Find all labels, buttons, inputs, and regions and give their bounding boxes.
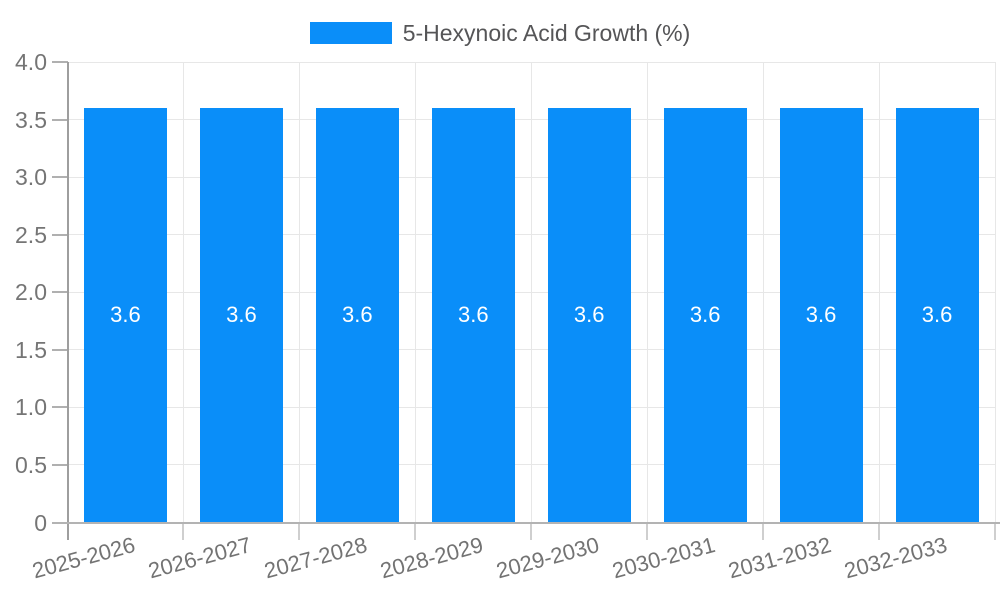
bar[interactable]: 3.6: [663, 108, 747, 523]
bar-value-label: 3.6: [226, 302, 257, 328]
y-tick-mark: [52, 463, 68, 466]
x-tick-mark: [878, 522, 881, 540]
bar[interactable]: 3.6: [315, 108, 399, 523]
x-tick-label: 2029-2030: [493, 531, 602, 583]
y-tick-label: 4.0: [15, 49, 47, 75]
legend-label[interactable]: 5-Hexynoic Acid Growth (%): [402, 20, 691, 46]
y-tick-mark: [52, 118, 68, 121]
bar[interactable]: 3.6: [895, 108, 979, 523]
gridline-vertical: [646, 62, 648, 523]
x-tick-mark: [298, 522, 301, 540]
gridline-vertical: [414, 62, 416, 523]
bar[interactable]: 3.6: [779, 108, 863, 523]
x-tick-label: 2025-2026: [29, 531, 138, 583]
x-tick-mark: [646, 522, 649, 540]
gridline-vertical: [878, 62, 880, 523]
x-tick-mark: [530, 522, 533, 540]
bar[interactable]: 3.6: [83, 108, 167, 523]
x-tick-mark: [182, 522, 185, 540]
x-tick-mark: [414, 522, 417, 540]
bar-value-label: 3.6: [342, 302, 373, 328]
x-tick-label: 2032-2033: [841, 531, 950, 583]
y-tick-mark: [52, 406, 68, 409]
y-tick-label: 1.0: [15, 394, 47, 421]
x-axis-line: [52, 521, 1000, 524]
legend-swatch[interactable]: [309, 22, 392, 44]
bar-value-label: 3.6: [573, 302, 605, 328]
gridline-vertical: [762, 62, 764, 523]
bar-value-label: 3.6: [805, 302, 837, 328]
gridline-vertical: [298, 62, 300, 523]
x-tick-label: 2031-2032: [725, 531, 834, 583]
y-tick-mark: [52, 61, 68, 63]
y-tick-mark: [52, 233, 68, 236]
bar-value-label: 3.6: [110, 302, 141, 328]
gridline-vertical: [530, 62, 532, 523]
y-tick-label: 0: [34, 509, 47, 536]
y-tick-label: 3.0: [15, 164, 47, 191]
x-tick-label: 2027-2028: [261, 531, 370, 583]
bar-value-label: 3.6: [689, 302, 721, 328]
bar-value-label: 3.6: [457, 302, 489, 328]
bar[interactable]: 3.6: [199, 108, 283, 523]
y-tick-label: 3.5: [15, 106, 47, 133]
gridline-vertical: [182, 62, 184, 523]
y-axis-line: [66, 62, 69, 540]
bar[interactable]: 3.6: [431, 108, 515, 523]
bar-value-label: 3.6: [921, 302, 953, 328]
y-tick-label: 2.5: [15, 221, 47, 248]
y-tick-mark: [52, 176, 68, 179]
y-tick-mark: [52, 291, 68, 294]
y-tick-label: 2.0: [15, 279, 47, 306]
bar[interactable]: 3.6: [547, 108, 631, 523]
y-tick-label: 1.5: [15, 336, 47, 363]
x-tick-mark: [994, 522, 996, 540]
legend[interactable]: 5-Hexynoic Acid Growth (%): [0, 21, 1000, 45]
y-tick-label: 0.5: [15, 451, 47, 478]
x-tick-mark: [762, 522, 765, 540]
y-tick-mark: [52, 348, 68, 351]
gridline-vertical: [994, 62, 996, 523]
x-tick-label: 2026-2027: [145, 531, 254, 583]
x-tick-label: 2028-2029: [377, 531, 486, 583]
x-tick-label: 2030-2031: [609, 531, 718, 583]
